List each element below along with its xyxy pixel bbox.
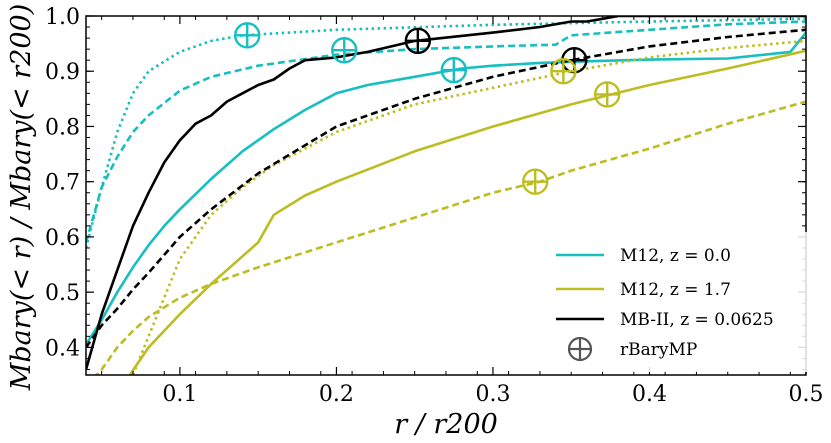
tick-layer: 0.1 0.2 0.3 0.4 0.5 0.4 0.5 0.6 0.7 0.8 0.9 1.0 [45, 5, 824, 407]
legend-label-mbii: MB-II, z = 0.0625 [620, 310, 774, 330]
y-axis-label: Mbary(< r) / Mbary(< r200) [6, 4, 37, 392]
x-tick-label-1: 0.2 [319, 382, 354, 407]
y-tick-label-6: 1.0 [45, 5, 80, 30]
series-line-6 [86, 16, 806, 370]
y-tick-label-1: 0.5 [45, 281, 80, 306]
legend-marker-icon [567, 336, 593, 362]
rbarymp-marker-7 [522, 168, 549, 195]
legend-label-m12-z0: M12, z = 0.0 [620, 246, 731, 266]
series-layer [86, 16, 806, 375]
series-line-1 [86, 20, 806, 243]
rbarymp-marker-2 [440, 56, 468, 84]
rbarymp-marker-1 [331, 37, 358, 64]
y-tick-label-4: 0.8 [45, 115, 80, 140]
marker-layer [234, 22, 621, 195]
y-tick-label-5: 0.9 [45, 60, 80, 85]
y-tick-label-3: 0.7 [45, 171, 80, 196]
rbarymp-marker-5 [550, 58, 577, 85]
legend-label-m12-z17: M12, z = 1.7 [620, 280, 731, 300]
series-line-2 [86, 17, 806, 249]
x-axis-label: r / r200 [394, 409, 498, 440]
rbarymp-marker-6 [594, 81, 621, 108]
series-line-0 [86, 31, 806, 346]
legend: M12, z = 0.0 M12, z = 1.7 MB-II, z = 0.0… [545, 232, 807, 372]
series-line-5 [131, 39, 806, 375]
legend-label-marker: rBaryMP [620, 340, 697, 360]
series-line-3 [128, 49, 806, 375]
x-tick-label-3: 0.4 [632, 382, 667, 407]
x-tick-label-4: 0.5 [789, 382, 824, 407]
series-line-4 [94, 100, 806, 375]
y-tick-label-2: 0.6 [45, 226, 80, 251]
x-tick-label-0: 0.1 [162, 382, 197, 407]
rbarymp-marker-3 [404, 27, 432, 55]
y-tick-label-0: 0.4 [45, 336, 80, 361]
rbarymp-marker-0 [234, 22, 261, 49]
series-line-7 [86, 28, 806, 349]
x-tick-label-2: 0.3 [475, 382, 510, 407]
